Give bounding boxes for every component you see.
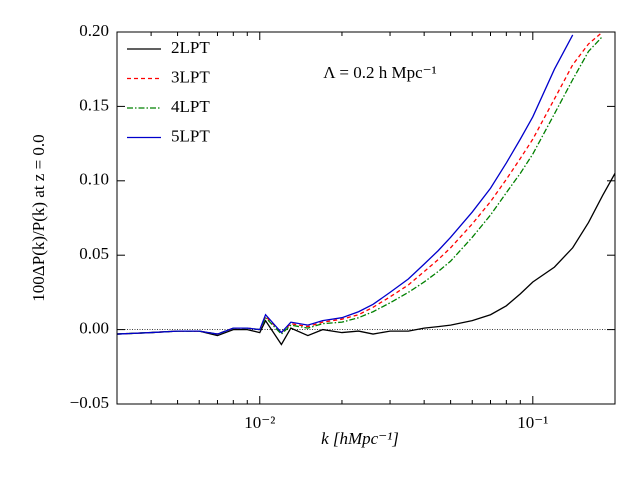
y-tick-label: 0.20 xyxy=(79,21,109,40)
series-line xyxy=(117,36,603,335)
frame xyxy=(116,31,616,405)
series-line xyxy=(117,34,574,335)
legend-label: 2LPT xyxy=(171,38,210,57)
legend-label: 3LPT xyxy=(171,67,210,86)
y-tick-label: 0.05 xyxy=(79,244,109,263)
y-tick-label: 0.00 xyxy=(79,319,109,338)
x-tick-label: 10⁻² xyxy=(244,413,275,432)
x-tick-label: 10⁻¹ xyxy=(517,413,548,432)
plot-area xyxy=(117,32,615,346)
y-tick-label: −0.05 xyxy=(70,393,109,412)
annotation: Λ = 0.2 h Mpc⁻¹ xyxy=(323,63,436,82)
y-axis-label: 100ΔP(k)/P(k) at z = 0.0 xyxy=(29,134,48,301)
x-axis-label: k [hMpc⁻¹] xyxy=(321,429,399,448)
y-tick-label: 0.15 xyxy=(79,95,109,114)
legend-label: 5LPT xyxy=(171,126,210,145)
legend-label: 4LPT xyxy=(171,97,210,116)
y-tick-label: 0.10 xyxy=(79,170,109,189)
series-line xyxy=(117,173,615,346)
